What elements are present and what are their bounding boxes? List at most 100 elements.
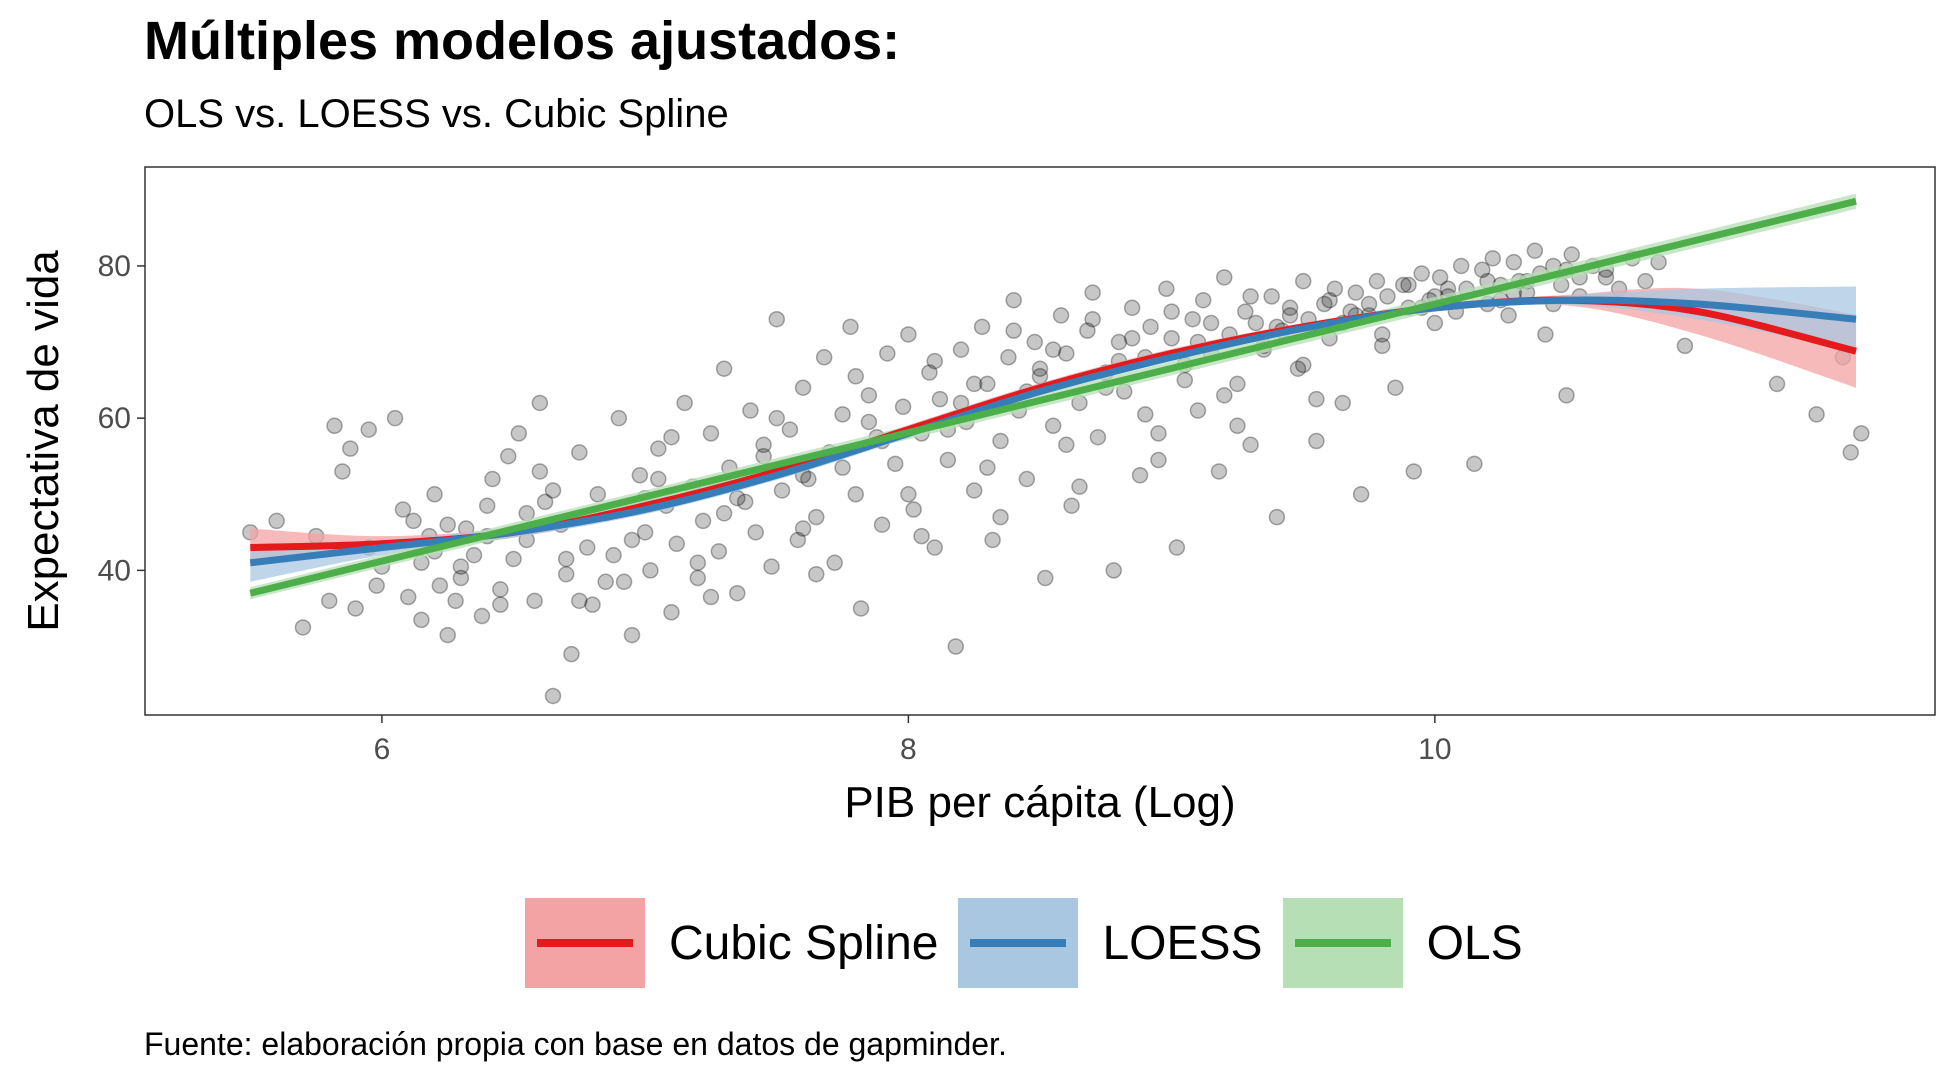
data-point <box>1281 307 1299 324</box>
data-point <box>689 554 707 572</box>
data-point <box>360 421 377 438</box>
data-point <box>452 558 470 575</box>
data-point <box>879 345 896 362</box>
data-point <box>1466 455 1483 473</box>
data-point <box>860 413 878 431</box>
data-point <box>1216 269 1233 286</box>
data-point <box>794 520 812 537</box>
data-point <box>492 596 509 613</box>
data-point <box>800 470 817 488</box>
data-point <box>1052 307 1070 324</box>
data-point <box>794 379 812 396</box>
data-point <box>610 409 628 427</box>
data-point <box>1131 467 1149 484</box>
data-point <box>808 565 825 583</box>
data-point <box>979 375 996 393</box>
data-point <box>1110 333 1128 351</box>
data-point <box>965 482 983 499</box>
data-point <box>465 546 483 564</box>
data-point <box>1084 310 1101 328</box>
data-point <box>589 486 607 503</box>
data-point <box>1005 322 1022 339</box>
data-point <box>747 524 764 541</box>
data-point <box>900 326 917 343</box>
data-point <box>544 687 562 705</box>
panel-border <box>144 166 1936 716</box>
data-point <box>1500 307 1517 324</box>
data-point <box>1189 402 1207 419</box>
data-point <box>694 512 712 530</box>
data-point <box>492 581 509 598</box>
data-point <box>334 463 351 480</box>
legend-line-loess <box>970 939 1067 947</box>
data-point <box>715 360 733 377</box>
data-point <box>394 501 412 518</box>
data-point <box>1537 326 1554 343</box>
data-point <box>447 592 464 610</box>
data-point <box>571 444 588 461</box>
legend-item-cubic-spline: Cubic Spline <box>525 896 938 990</box>
data-point <box>1263 288 1280 305</box>
data-point <box>1105 562 1122 579</box>
data-point <box>1326 280 1344 298</box>
data-point <box>1413 265 1430 282</box>
data-point <box>1676 337 1694 355</box>
data-point <box>294 619 312 636</box>
data-point <box>1321 291 1338 309</box>
series-line-ols <box>249 197 1857 597</box>
data-point <box>668 535 685 552</box>
data-point <box>1044 417 1062 435</box>
data-point <box>1176 371 1194 389</box>
data-point <box>399 588 417 606</box>
data-point <box>1216 387 1233 404</box>
data-point <box>571 592 588 610</box>
data-point <box>1142 318 1159 336</box>
data-point <box>852 600 870 617</box>
data-point <box>729 489 746 507</box>
data-point <box>931 390 949 408</box>
data-point <box>1373 337 1391 355</box>
data-point <box>1431 269 1449 286</box>
x-tick-label: 6 <box>374 733 391 766</box>
legend: Cubic Spline LOESS OLS <box>525 896 1543 990</box>
data-point <box>623 531 641 549</box>
data-point <box>763 558 780 575</box>
data-point <box>1031 360 1049 377</box>
data-point <box>1473 261 1491 278</box>
data-point <box>1637 272 1654 290</box>
data-point <box>873 516 891 533</box>
data-point <box>1210 463 1228 480</box>
data-point <box>1347 284 1365 301</box>
data-point <box>860 387 878 404</box>
data-point <box>1058 436 1075 454</box>
data-point <box>842 318 859 336</box>
data-point <box>439 516 456 533</box>
data-point <box>605 546 622 564</box>
data-point <box>484 470 501 488</box>
data-point <box>268 512 285 530</box>
data-point <box>1000 349 1017 366</box>
data-point <box>650 440 667 457</box>
legend-label-ols: OLS <box>1426 916 1523 970</box>
data-point <box>557 550 575 568</box>
data-point <box>478 497 496 514</box>
data-point <box>913 527 930 545</box>
legend-line-ols <box>1294 939 1391 947</box>
data-point <box>947 638 965 655</box>
data-point <box>663 428 680 446</box>
caption: Fuente: elaboración propia con base en d… <box>144 1026 1007 1062</box>
data-point <box>926 539 943 556</box>
data-point <box>979 459 996 476</box>
data-point <box>1281 299 1299 317</box>
data-point <box>1379 288 1396 305</box>
data-point <box>984 531 1001 549</box>
data-point <box>1294 356 1312 374</box>
data-point <box>702 588 720 606</box>
legend-key-cubic-spline <box>525 898 645 988</box>
data-point <box>636 524 654 541</box>
data-point <box>1268 508 1286 526</box>
data-point <box>1026 333 1043 351</box>
data-point <box>1242 288 1259 305</box>
data-point <box>544 482 562 499</box>
y-tick-label: 80 <box>98 250 131 283</box>
